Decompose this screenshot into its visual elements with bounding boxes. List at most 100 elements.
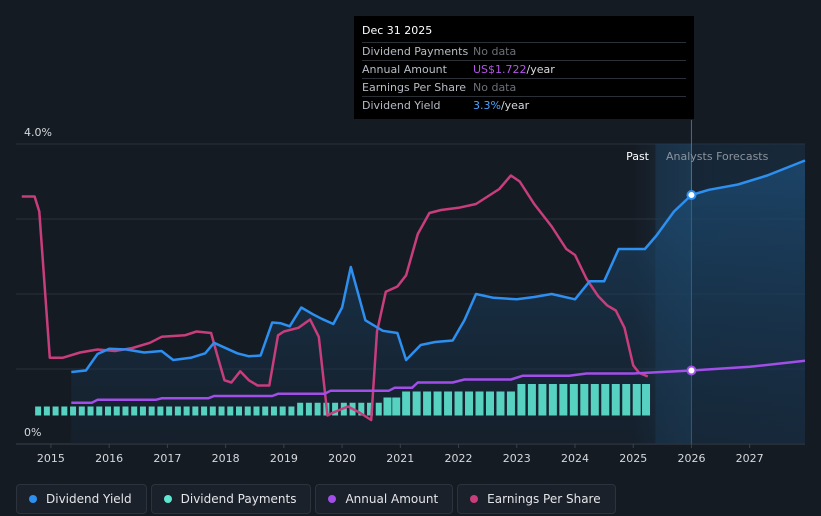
dividend-payment-bar — [105, 406, 112, 416]
dividend-payment-bar — [201, 406, 208, 416]
dividend-payment-bar — [590, 384, 599, 416]
dividend-payment-bar — [236, 406, 243, 416]
dividend-payment-bar — [367, 402, 374, 416]
series-lines — [21, 159, 806, 422]
dot-icon — [163, 495, 172, 503]
dot-icon — [29, 495, 37, 503]
x-tick-label: 2019 — [270, 452, 298, 465]
dividend-payment-bar — [559, 384, 568, 416]
dividend-payment-bar — [496, 391, 505, 416]
tooltip-label: Earnings Per Share — [362, 81, 467, 94]
legend-dividend-payments[interactable]: Dividend Payments — [150, 484, 312, 514]
dividend-payment-bar — [61, 406, 68, 416]
dividend-payment-bar — [279, 406, 286, 416]
x-tick-label: 2016 — [95, 452, 123, 465]
dividend-payment-bar — [305, 402, 312, 416]
x-tick-label: 2015 — [37, 452, 65, 465]
dividend-payment-bar — [375, 402, 382, 416]
dividend-payment-bar — [52, 406, 59, 416]
legend: Dividend Yield Dividend Payments Annual … — [16, 484, 616, 514]
dividend-payment-bar — [253, 406, 260, 416]
dividend-payment-bar — [166, 406, 173, 416]
y-label-bottom: 0% — [24, 426, 41, 439]
x-tick-label: 2023 — [503, 452, 531, 465]
dividend-payment-bars — [35, 384, 651, 416]
dividend-payment-bar — [622, 384, 631, 416]
annual-amount-line — [71, 359, 806, 405]
dividend-payment-bar — [35, 406, 42, 416]
tooltip-value: No data — [473, 45, 517, 58]
dividend-payment-bar — [87, 406, 94, 416]
legend-annual-amount[interactable]: Annual Amount — [315, 484, 454, 514]
dividend-payment-bar — [433, 391, 442, 416]
x-tick-label: 2025 — [619, 452, 647, 465]
dot-icon — [470, 495, 479, 503]
dividend-payment-bar — [548, 384, 557, 416]
dividend-payment-bar — [157, 406, 164, 416]
dividend-payment-bar — [78, 406, 85, 416]
dividend-payment-bar — [218, 406, 225, 416]
tooltip-value: 3.3%/year — [473, 99, 530, 112]
dividend-payment-bar — [383, 397, 392, 416]
x-tick-label: 2022 — [445, 452, 473, 465]
dividend-payment-bar — [113, 406, 120, 416]
dividend-payment-bar — [444, 391, 453, 416]
tooltip-label: Dividend Yield — [362, 99, 441, 112]
dividend-payment-bar — [412, 391, 421, 416]
dividend-payment-bar — [538, 384, 547, 416]
dividend-payment-bar — [122, 406, 129, 416]
legend-label: Dividend Payments — [180, 492, 297, 506]
dividend-payment-bar — [454, 391, 463, 416]
dividend-payment-bar — [506, 391, 515, 416]
earnings-per-share-line — [21, 174, 649, 422]
dividend-payment-bar — [209, 406, 216, 416]
hover-tooltip: Dec 31 2025 Dividend Payments No data An… — [354, 16, 694, 119]
tooltip-row-dividend-payments: Dividend Payments No data — [362, 42, 686, 60]
dividend-payment-bar — [465, 391, 474, 416]
dividend-payment-bar — [227, 406, 234, 416]
tooltip-row-dividend-yield: Dividend Yield 3.3%/year — [362, 96, 686, 114]
legend-dividend-yield[interactable]: Dividend Yield — [16, 484, 147, 514]
dividend-payment-bar — [139, 406, 146, 416]
dividend-payment-bar — [527, 384, 536, 416]
dividend-payment-bar — [192, 406, 199, 416]
dividend-payment-bar — [569, 384, 578, 416]
past-label: Past — [626, 150, 650, 163]
dividend-payment-bar — [148, 406, 155, 416]
dot-icon — [328, 495, 337, 503]
dividend-payment-bar — [611, 384, 620, 416]
dividend-payment-bar — [288, 406, 295, 416]
dividend-payment-bar — [43, 406, 50, 416]
dividend-payment-bar — [642, 384, 651, 416]
dividend-payment-bar — [297, 402, 304, 416]
x-tick-label: 2020 — [328, 452, 356, 465]
tooltip-row-earnings-per-share: Earnings Per Share No data — [362, 78, 686, 96]
dividend-payment-bar — [332, 402, 339, 416]
dividend-payment-bar — [423, 391, 432, 416]
legend-label: Dividend Yield — [46, 492, 132, 506]
dividend-payment-bar — [402, 391, 411, 416]
tooltip-row-annual-amount: Annual Amount US$1.722/year — [362, 60, 686, 78]
tooltip-value: US$1.722/year — [473, 63, 555, 76]
highlight-points — [686, 190, 697, 376]
dividend-payment-bar — [96, 406, 103, 416]
dividend-payment-bar — [70, 406, 77, 416]
dividend-payment-bar — [517, 384, 526, 416]
x-axis: 2015 2016 2017 2018 2019 2020 2021 2022 2023 2024… — [37, 444, 764, 465]
x-tick-label: 2027 — [736, 452, 764, 465]
tooltip-date: Dec 31 2025 — [362, 24, 433, 37]
forecast-label: Analysts Forecasts — [666, 150, 769, 163]
x-tick-label: 2024 — [561, 452, 589, 465]
dividend-payment-bar — [485, 391, 494, 416]
tooltip-label: Annual Amount — [362, 63, 447, 76]
tooltip-value: No data — [473, 81, 517, 94]
highlight-point — [686, 190, 697, 200]
legend-earnings-per-share[interactable]: Earnings Per Share — [457, 484, 616, 514]
dividend-payment-bar — [183, 406, 190, 416]
x-tick-label: 2017 — [153, 452, 181, 465]
dividend-payment-bar — [314, 402, 321, 416]
dividend-payment-bar — [131, 406, 138, 416]
dividend-payment-bar — [632, 384, 641, 416]
dividend-payment-bar — [580, 384, 589, 416]
